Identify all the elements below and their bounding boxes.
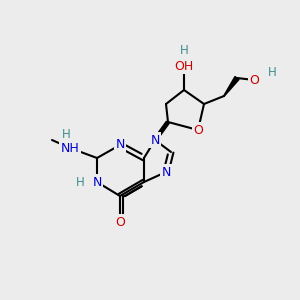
Text: H: H: [268, 65, 276, 79]
Text: O: O: [115, 215, 125, 229]
Text: N: N: [150, 134, 160, 146]
Text: N: N: [92, 176, 102, 188]
Text: H: H: [76, 176, 84, 188]
Text: OH: OH: [174, 59, 194, 73]
Text: O: O: [193, 124, 203, 136]
Polygon shape: [224, 76, 239, 96]
Text: NH: NH: [61, 142, 80, 154]
Text: H: H: [180, 44, 188, 56]
Text: O: O: [249, 74, 259, 86]
Text: N: N: [161, 166, 171, 178]
Text: N: N: [115, 139, 125, 152]
Text: H: H: [61, 128, 70, 140]
